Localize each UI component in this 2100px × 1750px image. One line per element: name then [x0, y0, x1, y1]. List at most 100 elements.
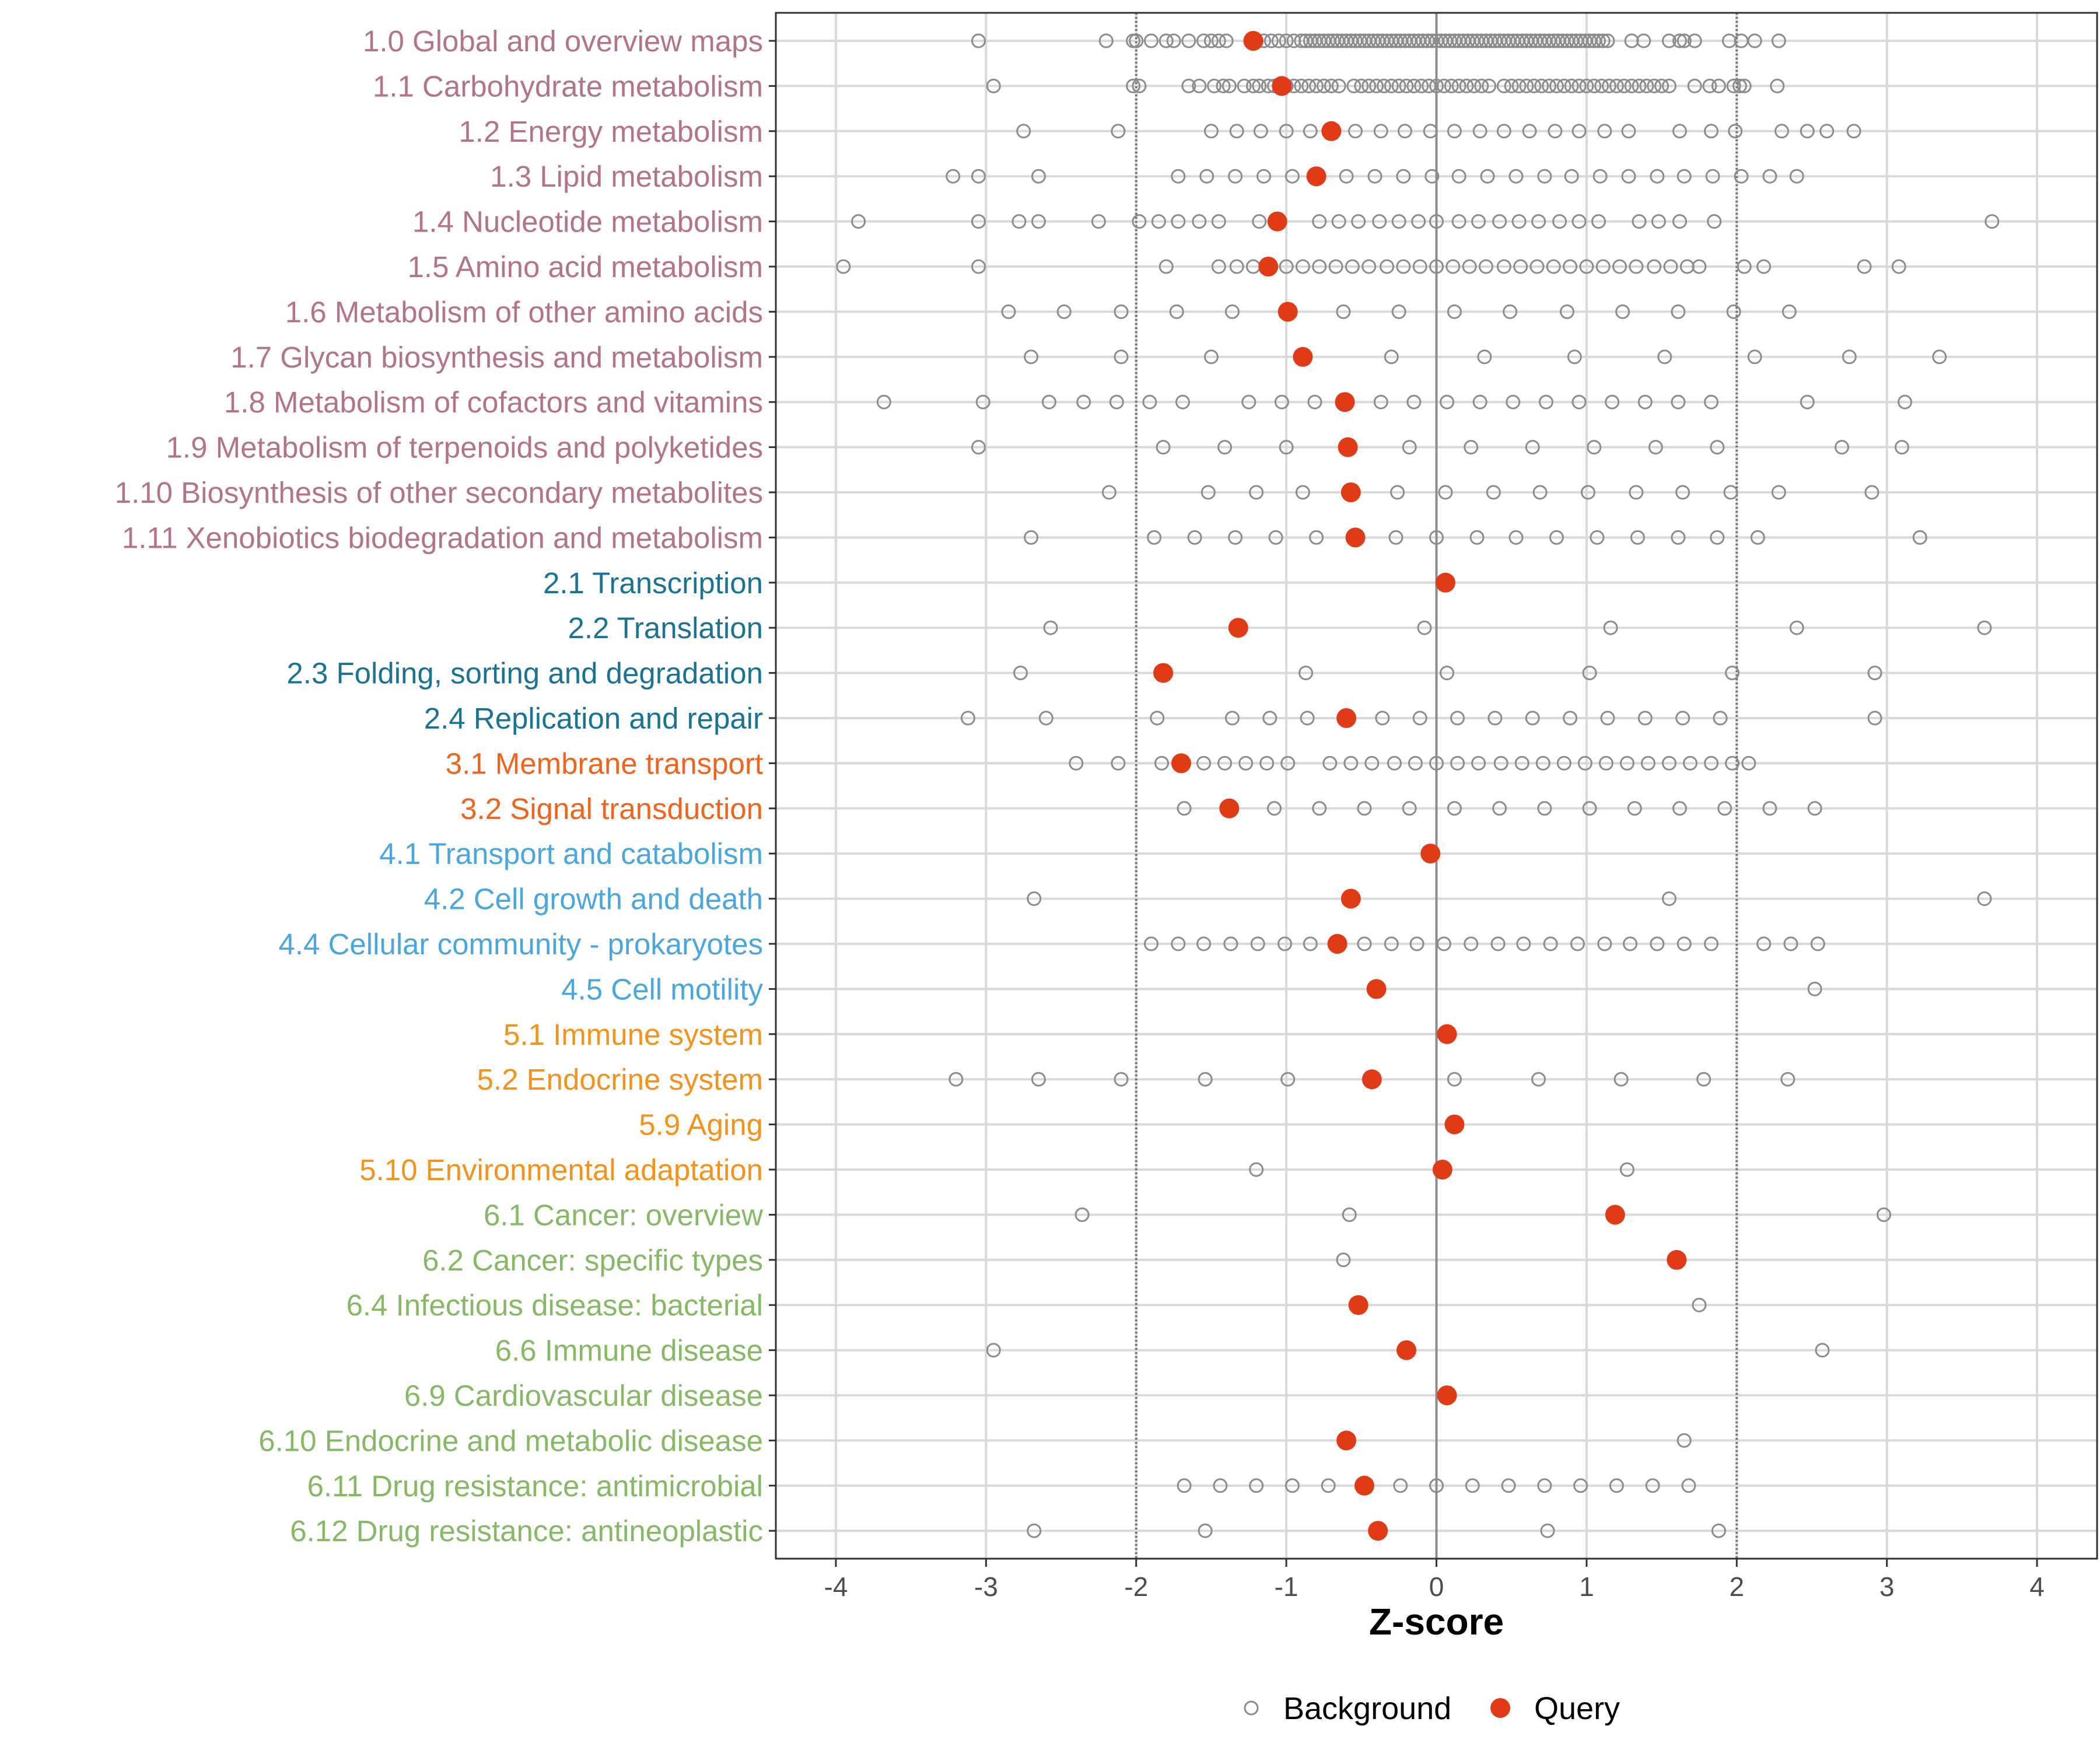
background-point [1601, 78, 1616, 93]
background-point [1675, 710, 1690, 726]
background-point [1531, 214, 1546, 229]
background-point [1279, 440, 1294, 455]
background-point [1414, 78, 1429, 93]
background-point [1543, 936, 1558, 951]
background-point [1471, 214, 1486, 229]
background-point [1630, 530, 1645, 545]
background-point [1450, 755, 1465, 771]
background-point [1734, 169, 1749, 184]
background-point [1143, 936, 1158, 951]
background-point [1429, 214, 1444, 229]
background-point [1496, 78, 1511, 93]
background-point [1228, 530, 1243, 545]
background-point [1687, 78, 1702, 93]
background-point [1264, 33, 1279, 48]
query-point [1335, 392, 1355, 412]
background-point [1702, 78, 1717, 93]
background-point [1671, 530, 1686, 545]
background-point [1504, 78, 1519, 93]
background-point [1024, 530, 1039, 545]
background-point [1711, 78, 1726, 93]
background-point [1603, 620, 1618, 635]
background-point [1508, 169, 1524, 184]
background-point [1280, 1072, 1296, 1087]
background-point [1466, 78, 1482, 93]
background-point [1587, 78, 1602, 93]
background-point [1877, 1207, 1892, 1222]
background-point [1977, 620, 1992, 635]
background-point [1380, 259, 1395, 274]
query-point [1354, 1475, 1374, 1496]
background-point [1203, 124, 1219, 139]
background-point [1621, 124, 1636, 139]
row-label: 1.2 Energy metabolism [459, 115, 763, 148]
background-point [1393, 1478, 1408, 1493]
query-point [1228, 618, 1248, 638]
background-point [1747, 349, 1762, 365]
background-point [1573, 1478, 1588, 1493]
y-axis-labels: 1.0 Global and overview maps 1.1 Carbohyd… [115, 24, 764, 1548]
background-point [1422, 78, 1437, 93]
background-point [1217, 440, 1233, 455]
background-point [1301, 78, 1317, 93]
background-point [1001, 304, 1016, 319]
background-point [876, 394, 891, 410]
background-point [1111, 755, 1126, 771]
background-point [1977, 891, 1992, 907]
background-point [1444, 78, 1459, 93]
background-point [1672, 801, 1687, 816]
background-point [1027, 1523, 1042, 1538]
background-point [1590, 530, 1605, 545]
row-label: 4.1 Transport and catabolism [379, 837, 763, 870]
background-point [1219, 33, 1234, 48]
background-point [1538, 394, 1553, 410]
query-point [1336, 1430, 1357, 1451]
background-point [1309, 78, 1324, 93]
background-point [1177, 801, 1192, 816]
background-point [1462, 259, 1477, 274]
background-point [1309, 530, 1324, 545]
background-point [1572, 394, 1587, 410]
background-point [1671, 394, 1686, 410]
query-point [1340, 482, 1361, 502]
background-point [1417, 620, 1432, 635]
background-point [1632, 214, 1647, 229]
background-point [1345, 259, 1360, 274]
background-point [1447, 801, 1462, 816]
background-point [1198, 1523, 1213, 1538]
background-point [1211, 214, 1226, 229]
background-point [1343, 755, 1359, 771]
background-points [836, 33, 2000, 1538]
background-point [1203, 349, 1219, 365]
row-label: 5.2 Endocrine system [477, 1063, 763, 1096]
background-point [1267, 801, 1282, 816]
background-point [1303, 124, 1318, 139]
background-point [1409, 936, 1424, 951]
query-point [1336, 708, 1357, 728]
background-point [1429, 530, 1444, 545]
background-point [1342, 1207, 1357, 1222]
background-point [1151, 214, 1166, 229]
background-point [1726, 304, 1741, 319]
legend-background-label: Background [1283, 1691, 1451, 1726]
background-point [1650, 936, 1665, 951]
background-point [1396, 169, 1411, 184]
background-point [1692, 1297, 1707, 1312]
background-point [1279, 33, 1294, 48]
background-point [1271, 33, 1286, 48]
row-label: 1.10 Biosynthesis of other secondary met… [115, 476, 763, 509]
background-point [1357, 936, 1372, 951]
reference-lines [1135, 13, 1738, 1559]
background-point [1559, 304, 1574, 319]
background-point [1707, 214, 1722, 229]
background-point [1328, 259, 1343, 274]
background-point [1636, 33, 1651, 48]
background-point [1514, 755, 1530, 771]
background-point [949, 1072, 964, 1087]
background-point [1496, 259, 1511, 274]
background-point [1564, 78, 1579, 93]
background-point [1671, 304, 1686, 319]
background-point [1472, 394, 1488, 410]
background-point [1451, 169, 1466, 184]
background-point [1756, 259, 1772, 274]
